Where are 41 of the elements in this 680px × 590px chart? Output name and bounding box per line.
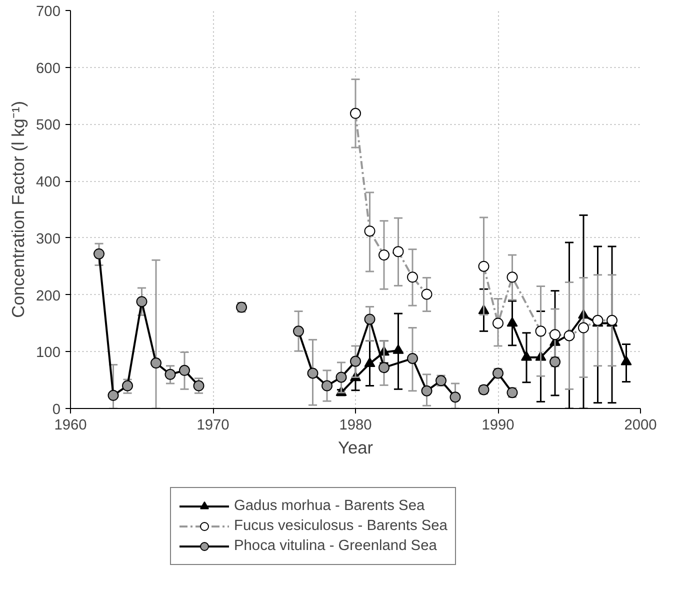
legend-label: Fucus vesiculosus - Barents Sea: [234, 518, 448, 534]
x-tick-label: 1960: [54, 418, 87, 434]
point: [506, 316, 518, 327]
y-tick-label: 300: [36, 231, 61, 248]
point: [450, 392, 461, 403]
point: [364, 357, 376, 367]
legend-label: Phoca vitulina - Greenland Sea: [234, 538, 437, 554]
point: [108, 390, 119, 401]
y-tick-label: 400: [36, 174, 61, 191]
point: [521, 351, 532, 361]
point: [164, 368, 176, 380]
point: [122, 380, 133, 392]
point: [392, 344, 404, 354]
point: [150, 358, 162, 369]
point: [307, 368, 318, 379]
y-tick-label: 700: [36, 4, 61, 20]
point: [350, 356, 361, 367]
y-tick-label: 500: [36, 118, 61, 134]
point: [421, 385, 432, 396]
point: [620, 356, 632, 366]
point: [136, 296, 148, 308]
x-tick-label: 2000: [624, 418, 657, 434]
point: [193, 380, 204, 392]
x-tick-label: 1980: [339, 418, 372, 434]
legend-label: Gadus morhua - Barents Sea: [234, 498, 425, 514]
point: [407, 352, 418, 364]
point: [293, 326, 304, 337]
y-tick-label: 100: [36, 345, 61, 362]
y-tick-label: 200: [36, 288, 61, 304]
point: [364, 314, 376, 325]
y-tick-label: 0: [52, 402, 61, 418]
y-axis-title: Concentration Factor (l kg⁻¹): [8, 101, 28, 318]
x-tick-label: 1970: [196, 418, 230, 434]
y-tick-label: 600: [36, 60, 61, 77]
point: [322, 380, 332, 392]
point: [94, 248, 104, 260]
point: [336, 372, 347, 383]
point: [378, 362, 390, 374]
x-axis-title: Year: [338, 438, 374, 458]
point: [179, 364, 190, 376]
x-tick-label: 1990: [482, 418, 514, 434]
